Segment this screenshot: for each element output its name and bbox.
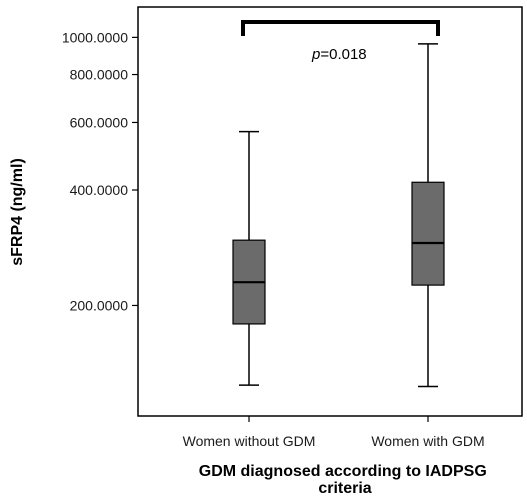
- p-value-symbol: p: [311, 46, 320, 63]
- x-axis-category-labels: Women without GDM Women with GDM: [183, 416, 485, 449]
- box-group: [411, 43, 445, 388]
- p-value-label: p=0.018: [311, 46, 367, 63]
- y-tick-label: 200.0000: [70, 297, 129, 313]
- p-value-text: =0.018: [320, 46, 366, 63]
- x-axis-title: GDM diagnosed according to IADPSG criter…: [199, 463, 491, 497]
- y-tick-label: 1000.0000: [62, 29, 128, 45]
- interquartile-box: [411, 181, 445, 286]
- plot-area-frame: [137, 6, 523, 417]
- y-tick-label: 600.0000: [70, 114, 129, 130]
- x-axis-title-line-2: criteria: [318, 480, 371, 497]
- y-tick-label: 400.0000: [70, 182, 129, 198]
- y-axis-title: sFRP4 (ng/ml): [9, 158, 26, 266]
- y-axis-ticks: 200.0000 400.0000 600.0000 800.0000 1000.000…: [62, 29, 138, 313]
- box-group: [232, 130, 266, 386]
- y-tick-label: 800.0000: [70, 67, 129, 83]
- x-category-label: Women with GDM: [371, 433, 484, 449]
- x-category-label: Women without GDM: [183, 433, 316, 449]
- significance-annotation: p=0.018: [241, 20, 440, 63]
- box-series: [232, 43, 445, 388]
- x-axis-title-line-1: GDM diagnosed according to IADPSG: [199, 463, 487, 480]
- significance-bracket: [241, 20, 440, 36]
